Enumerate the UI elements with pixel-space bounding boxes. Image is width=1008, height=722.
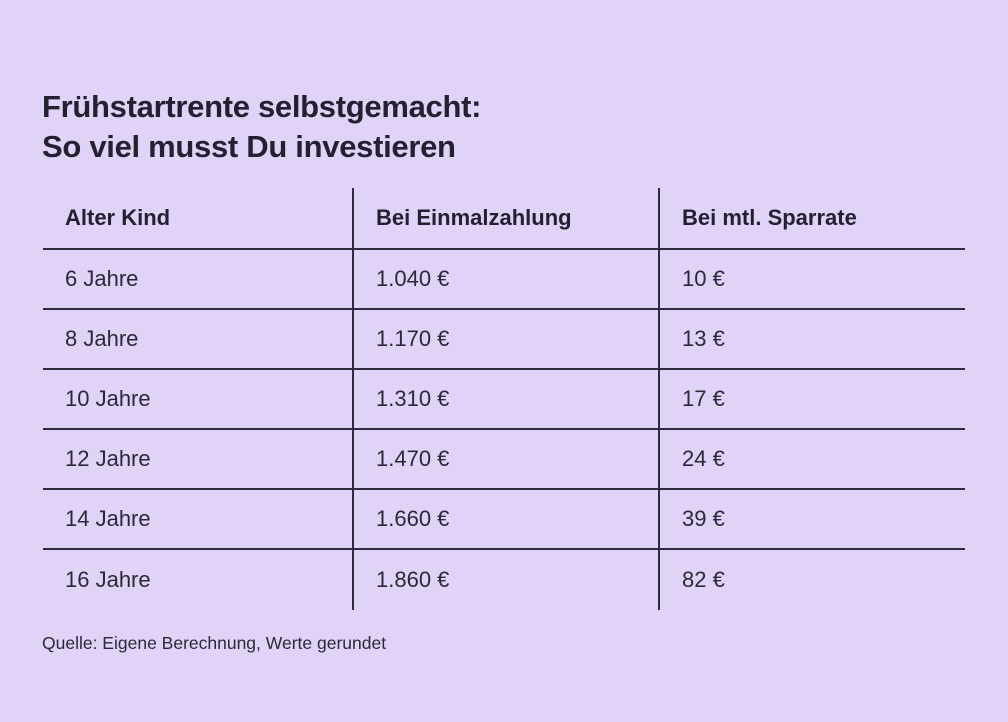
table-cell: 14 Jahre bbox=[43, 490, 352, 550]
table-cell: 8 Jahre bbox=[43, 310, 352, 370]
table-cell: 12 Jahre bbox=[43, 430, 352, 490]
column-header-einmalzahlung: Bei Einmalzahlung bbox=[352, 188, 658, 250]
table-cell: 82 € bbox=[658, 550, 965, 610]
data-table: Alter Kind Bei Einmalzahlung Bei mtl. Sp… bbox=[43, 188, 965, 610]
table-cell: 6 Jahre bbox=[43, 250, 352, 310]
table-cell: 1.470 € bbox=[352, 430, 658, 490]
table-cell: 13 € bbox=[658, 310, 965, 370]
table-cell: 10 € bbox=[658, 250, 965, 310]
table-cell: 10 Jahre bbox=[43, 370, 352, 430]
table-cell: 39 € bbox=[658, 490, 965, 550]
table-cell: 24 € bbox=[658, 430, 965, 490]
page-title: Frühstartrente selbstgemacht: So viel mu… bbox=[42, 88, 482, 164]
table-cell: 1.860 € bbox=[352, 550, 658, 610]
table-cell: 1.660 € bbox=[352, 490, 658, 550]
table-cell: 17 € bbox=[658, 370, 965, 430]
table-cell: 1.040 € bbox=[352, 250, 658, 310]
source-note: Quelle: Eigene Berechnung, Werte gerunde… bbox=[42, 633, 387, 653]
table-cell: 1.170 € bbox=[352, 310, 658, 370]
table-cell: 1.310 € bbox=[352, 370, 658, 430]
column-header-mtl-sparrate: Bei mtl. Sparrate bbox=[658, 188, 965, 250]
table-cell: 16 Jahre bbox=[65, 567, 151, 592]
column-header-alter-kind: Alter Kind bbox=[43, 188, 352, 250]
